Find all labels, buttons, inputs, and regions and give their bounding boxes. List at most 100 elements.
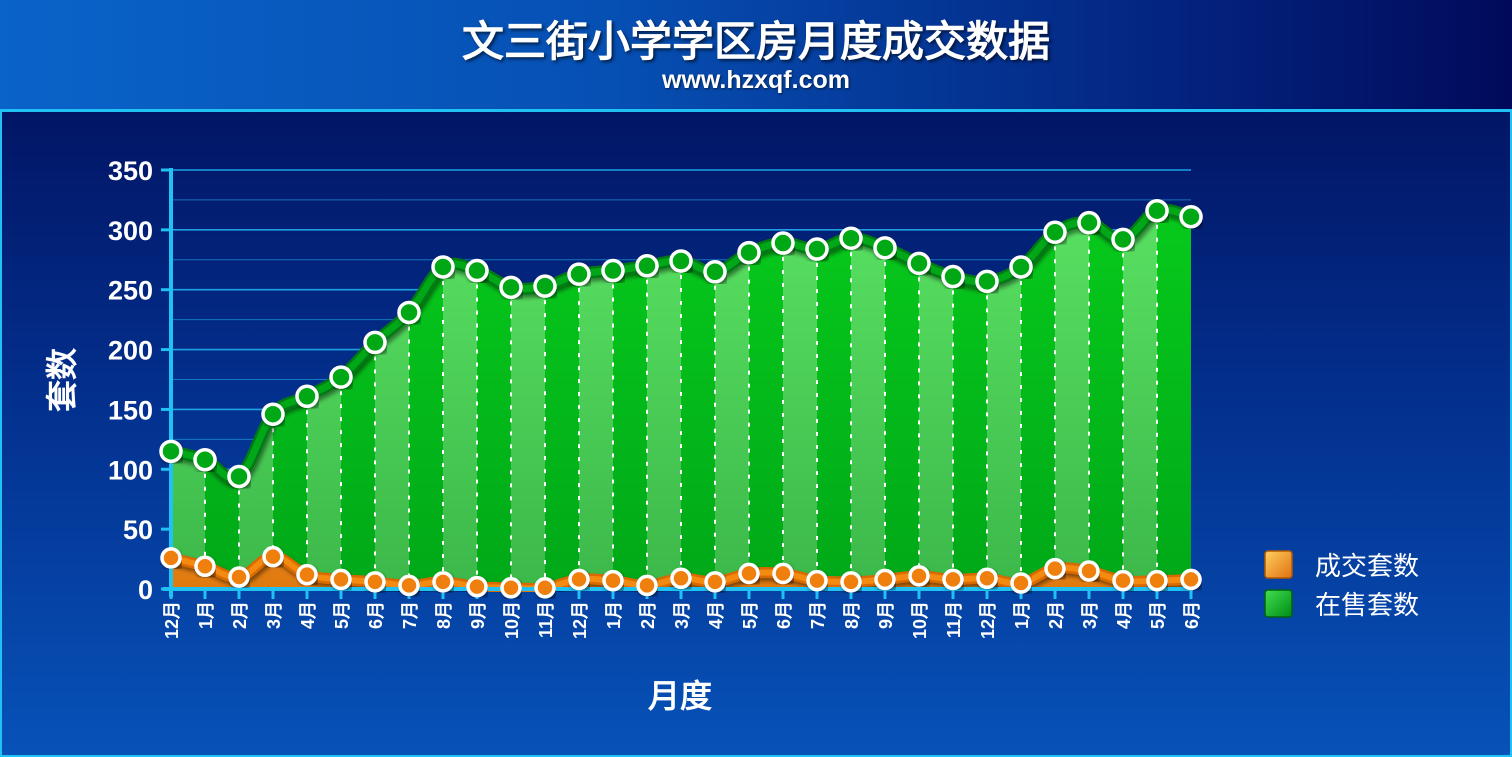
on-sale-point xyxy=(805,237,829,261)
on-sale-point xyxy=(873,236,897,260)
x-tick-label: 8月 xyxy=(842,601,862,629)
deals-point xyxy=(160,547,182,569)
on-sale-point xyxy=(975,269,999,294)
deals-point xyxy=(602,569,624,592)
x-tick-label: 11月 xyxy=(944,601,964,638)
x-tick-label: 12月 xyxy=(570,601,590,639)
on-sale-point xyxy=(635,254,659,278)
on-sale-point xyxy=(533,274,557,298)
on-sale-point xyxy=(941,264,965,289)
x-tick-label: 2月 xyxy=(230,601,250,629)
on-sale-area-band xyxy=(409,209,444,589)
on-sale-point xyxy=(363,330,387,355)
deals-point xyxy=(432,571,454,593)
x-tick-label: 1月 xyxy=(196,601,216,629)
deals-point xyxy=(296,563,318,586)
x-axis-tick-labels: 12月 1月 2月 3月 4月 5月 6月 7月 8月 9月 10月 11月 12月 1月 2月 3月 4月 5月… xyxy=(162,601,1202,639)
deals-point xyxy=(1044,557,1066,580)
on-sale-area-band xyxy=(205,209,240,589)
on-sale-point xyxy=(159,439,183,464)
on-sale-area-band xyxy=(919,209,954,589)
x-tick-label: 1月 xyxy=(604,601,624,629)
x-tick-label: 5月 xyxy=(740,601,760,629)
y-tick-label: 250 xyxy=(108,276,153,306)
x-tick-label: 5月 xyxy=(332,601,352,629)
series-markers xyxy=(159,198,1203,599)
on-sale-point xyxy=(329,365,353,389)
x-tick-label: 6月 xyxy=(1182,601,1202,629)
deals-point xyxy=(874,568,896,591)
on-sale-area-band xyxy=(375,209,410,589)
y-tick-label: 100 xyxy=(108,455,153,485)
deals-point xyxy=(636,574,658,597)
deals-point xyxy=(1112,569,1134,592)
deals-point xyxy=(1146,569,1168,592)
on-sale-area-band xyxy=(579,209,614,589)
on-sale-point xyxy=(771,231,795,255)
x-tick-label: 1月 xyxy=(1012,601,1032,629)
on-sale-point xyxy=(397,300,421,325)
on-sale-point xyxy=(703,260,727,284)
y-tick-label: 350 xyxy=(108,156,153,186)
on-sale-area-band xyxy=(817,209,852,589)
x-tick-label: 3月 xyxy=(1080,601,1100,629)
on-sale-area-band xyxy=(1089,209,1124,589)
x-tick-label: 10月 xyxy=(502,601,522,639)
deals-point xyxy=(976,567,998,589)
x-tick-label: 6月 xyxy=(774,601,794,629)
x-tick-label: 12月 xyxy=(978,601,998,639)
deals-point xyxy=(942,568,964,591)
deals-point xyxy=(398,574,420,597)
x-tick-label: 11月 xyxy=(536,601,556,638)
deals-point xyxy=(670,567,692,589)
chart-subtitle-url: www.hzxqf.com xyxy=(662,66,850,94)
deals-point xyxy=(840,571,862,593)
on-sale-point xyxy=(1145,198,1169,223)
on-sale-area-fill xyxy=(171,209,1191,589)
on-sale-area-band xyxy=(307,209,342,589)
on-sale-point xyxy=(465,258,489,283)
on-sale-point xyxy=(1077,210,1101,235)
x-tick-label: 9月 xyxy=(468,601,488,629)
y-tick-label: 0 xyxy=(138,575,153,605)
on-sale-area-band xyxy=(885,209,920,589)
on-sale-area-band xyxy=(171,209,206,589)
on-sale-point xyxy=(669,249,693,273)
y-axis-title: 套数 xyxy=(43,347,81,412)
x-tick-label: 12月 xyxy=(162,601,182,639)
deals-point xyxy=(908,565,930,587)
y-axis-tick-labels: 0 50 100 150 200 250 300 350 xyxy=(108,156,153,605)
on-sale-point xyxy=(737,240,761,265)
x-tick-label: 2月 xyxy=(1046,601,1066,629)
deals-point xyxy=(500,577,522,599)
x-tick-label: 6月 xyxy=(366,601,386,629)
deals-point xyxy=(772,562,794,585)
on-sale-area-band xyxy=(953,209,988,589)
on-sale-point xyxy=(295,384,319,409)
legend: 成交套数 在售套数 xyxy=(1264,550,1419,621)
legend-item-deals[interactable]: 成交套数 xyxy=(1264,550,1419,582)
x-tick-label: 4月 xyxy=(1114,601,1134,629)
on-sale-point xyxy=(227,464,251,489)
deals-point xyxy=(568,568,590,591)
legend-swatch-deals xyxy=(1264,550,1293,579)
on-sale-point xyxy=(567,262,591,286)
on-sale-area-band xyxy=(613,209,648,589)
x-tick-label: 4月 xyxy=(298,601,318,629)
x-tick-label: 3月 xyxy=(672,601,692,629)
deals-point xyxy=(738,562,760,585)
on-sale-area-band xyxy=(647,209,682,589)
on-sale-point xyxy=(193,447,217,472)
on-sale-point xyxy=(1179,204,1203,229)
deals-point xyxy=(1078,560,1100,582)
on-sale-area-band xyxy=(443,209,478,589)
legend-item-on-sale[interactable]: 在售套数 xyxy=(1264,589,1419,621)
on-sale-area-band xyxy=(1123,209,1158,589)
x-tick-label: 3月 xyxy=(264,601,284,629)
on-sale-point xyxy=(1009,255,1033,279)
deals-point xyxy=(330,568,352,591)
category-dash-lines xyxy=(204,224,1158,578)
on-sale-area-band xyxy=(1157,209,1191,589)
